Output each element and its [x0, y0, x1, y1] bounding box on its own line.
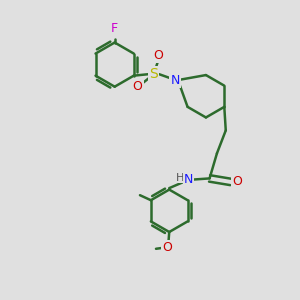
Text: O: O: [232, 175, 242, 188]
Text: O: O: [153, 50, 163, 62]
Text: O: O: [133, 80, 142, 93]
Text: O: O: [162, 241, 172, 254]
Text: N: N: [170, 74, 180, 87]
Text: N: N: [184, 173, 193, 186]
Text: H: H: [176, 172, 184, 182]
Text: F: F: [111, 22, 118, 35]
Text: S: S: [149, 67, 158, 81]
